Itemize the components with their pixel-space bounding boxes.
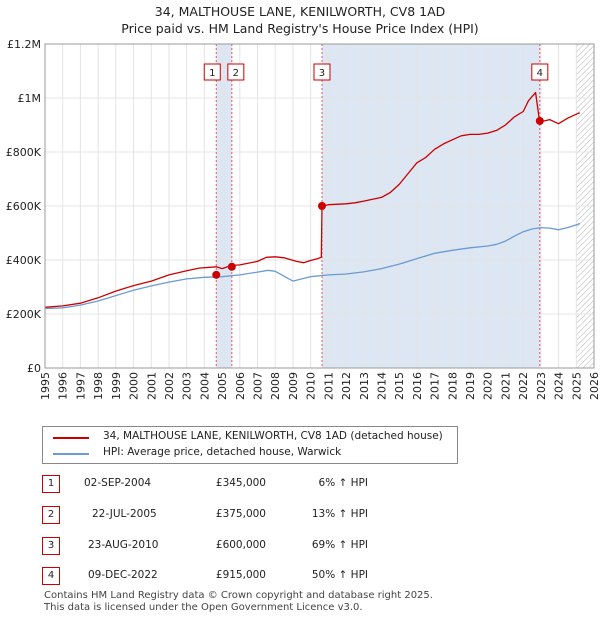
sale-marker-box [227, 63, 245, 81]
y-tick-label: £800K [6, 146, 42, 159]
transaction-date: 09-DEC-2022 [88, 569, 158, 581]
x-tick-label: 2003 [181, 372, 194, 400]
hpi-series-line [44, 222, 581, 310]
x-tick-label: 2025 [570, 372, 583, 400]
x-tick-label: 2002 [163, 372, 176, 400]
y-tick-label: £0 [27, 362, 41, 375]
transaction-date: 02-SEP-2004 [84, 477, 152, 489]
transaction-price: £375,000 [215, 508, 266, 520]
y-tick-label: £200K [6, 308, 42, 321]
x-tick-label: 2016 [411, 372, 424, 400]
legend-label-hpi: HPI: Average price, detached house, Warw… [103, 446, 342, 458]
x-tick-label: 2005 [216, 372, 229, 400]
x-tick-label: 2010 [305, 372, 318, 400]
transaction-price: £600,000 [215, 539, 266, 551]
x-tick-label: 1998 [92, 372, 105, 400]
transaction-price: £345,000 [215, 477, 266, 489]
chart-subtitle: Price paid vs. HM Land Registry's House … [121, 21, 479, 36]
x-tick-label: 2024 [553, 372, 566, 400]
y-tick-label: £1.2M [7, 38, 41, 51]
sale-point [535, 116, 544, 125]
y-tick-label: £400K [6, 254, 42, 267]
legend: 34, MALTHOUSE LANE, KENILWORTH, CV8 1AD … [42, 426, 458, 464]
x-tick-label: 2007 [252, 372, 265, 400]
transaction-badge: 1 [42, 475, 60, 493]
footer-license: This data is licensed under the Open Gov… [44, 602, 363, 613]
x-tick-label: 2023 [535, 372, 548, 400]
x-tick-label: 1996 [57, 372, 70, 400]
transaction-date: 22-JUL-2005 [92, 508, 157, 520]
sale-point [227, 262, 236, 271]
transaction-hpi: 6% ↑ HPI [318, 477, 368, 489]
transaction-hpi: 13% ↑ HPI [311, 508, 368, 520]
x-tick-label: 2018 [446, 372, 459, 400]
legend-swatch-hpi [53, 453, 89, 455]
x-tick-label: 2026 [588, 372, 600, 400]
x-tick-label: 1997 [74, 372, 87, 400]
chart-title: 34, MALTHOUSE LANE, KENILWORTH, CV8 1AD [154, 4, 446, 19]
footer-copyright: Contains HM Land Registry data © Crown c… [44, 590, 433, 601]
x-tick-label: 2012 [340, 372, 353, 400]
x-tick-label: 2011 [322, 372, 335, 400]
sale-marker-label: 2 [233, 68, 239, 79]
x-tick-label: 2017 [429, 372, 442, 400]
transaction-badge: 2 [42, 506, 60, 524]
x-tick-label: 1999 [110, 372, 123, 400]
transaction-date: 23-AUG-2010 [88, 539, 159, 551]
x-tick-label: 2015 [393, 372, 406, 400]
x-tick-label: 2019 [464, 372, 477, 400]
x-tick-label: 2008 [269, 372, 282, 400]
legend-label-property: 34, MALTHOUSE LANE, KENILWORTH, CV8 1AD … [103, 430, 443, 442]
sale-marker-box [313, 63, 331, 81]
sale-marker-box [531, 63, 549, 81]
x-tick-label: 2009 [287, 372, 300, 400]
transaction-hpi: 69% ↑ HPI [311, 539, 368, 551]
transaction-hpi: 50% ↑ HPI [311, 569, 368, 581]
y-tick-label: £1M [18, 92, 42, 105]
x-tick-label: 2004 [198, 372, 211, 400]
x-tick-label: 2021 [499, 372, 512, 400]
sale-marker-label: 3 [319, 68, 325, 79]
sale-marker-box [203, 63, 221, 81]
x-tick-label: 2006 [234, 372, 247, 400]
sale-marker-label: 4 [537, 68, 543, 79]
sale-point [212, 270, 221, 279]
x-tick-label: 2000 [128, 372, 141, 400]
x-tick-label: 1995 [39, 372, 52, 400]
plot-border [44, 43, 595, 369]
transaction-badge: 3 [42, 537, 60, 555]
sale-marker-label: 1 [209, 68, 215, 79]
x-tick-label: 2014 [375, 372, 388, 400]
x-tick-label: 2001 [145, 372, 158, 400]
x-tick-label: 2020 [482, 372, 495, 400]
price-chart: £0 £200K £400K £600K £800K £1M £1.2M 1995 1996 19… [6, 38, 600, 400]
x-tick-label: 2013 [358, 372, 371, 400]
sale-point [317, 202, 326, 210]
transaction-price: £915,000 [215, 569, 266, 581]
property-series-line [44, 91, 581, 308]
legend-swatch-property [53, 437, 89, 439]
x-tick-label: 2022 [517, 372, 530, 400]
y-tick-label: £600K [6, 200, 42, 213]
transaction-badge: 4 [42, 567, 60, 585]
